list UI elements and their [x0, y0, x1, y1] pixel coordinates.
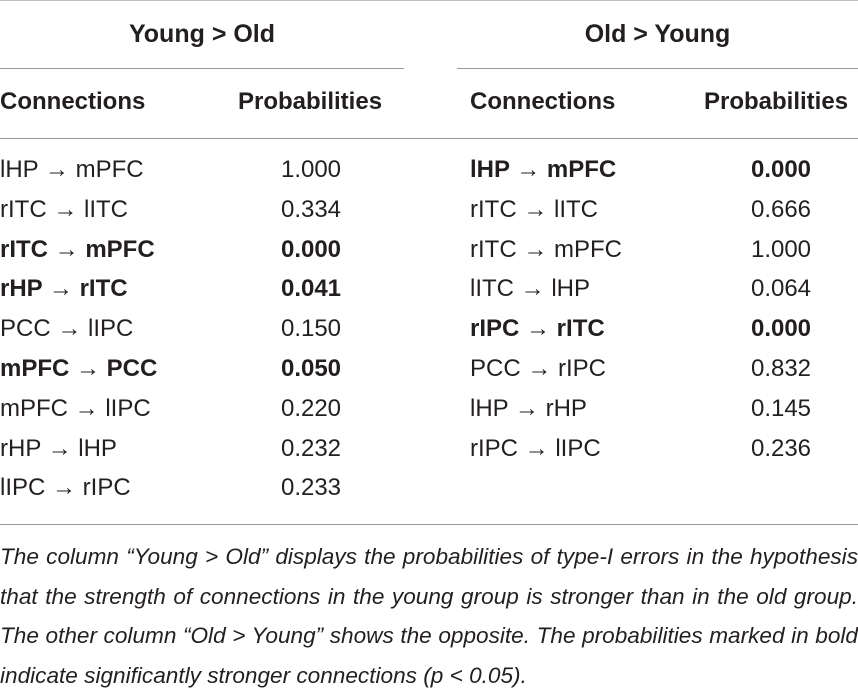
- probability-cell: 0.050: [280, 354, 342, 382]
- probability-cell: 0.233: [280, 474, 342, 502]
- connection-cell: lHP → mPFC: [0, 156, 144, 183]
- probability-cell: 0.666: [750, 195, 812, 223]
- rows-young-old: lHP → mPFC 1.000 rITC → lITC 0.334 rITC → mP…: [0, 150, 404, 508]
- connection-cell: mPFC → PCC: [0, 354, 158, 382]
- connection-cell: rITC → mPFC: [0, 235, 155, 263]
- probability-cell: 0.334: [280, 195, 342, 223]
- connection-cell: mPFC → lIPC: [0, 394, 151, 422]
- connection-cell: rITC → mPFC: [470, 235, 622, 263]
- connection-cell: lITC → lHP: [470, 275, 590, 303]
- probability-cell: 0.000: [280, 235, 342, 263]
- connection-cell: lIPC → rIPC: [0, 474, 131, 502]
- connection-cell: lHP → mPFC: [470, 156, 617, 183]
- probability-cell: 0.232: [280, 434, 342, 462]
- group-heading-young-old: Young > Old: [128, 20, 276, 48]
- connection-cell: PCC → lIPC: [0, 315, 134, 343]
- table-row: rITC → lITC 0.666: [470, 190, 858, 230]
- table-bottom-rule: [0, 524, 858, 525]
- table-row: rIPC → lIPC 0.236: [470, 429, 858, 469]
- table-top-rule: [0, 0, 858, 1]
- connection-cell: lHP → rHP: [470, 394, 587, 422]
- table-row: lIPC → rIPC 0.233: [0, 468, 404, 508]
- rows-old-young: lHP → mPFC 0.000 rITC → lITC 0.666 rITC → mP…: [470, 150, 858, 468]
- connection-cell: rITC → lITC: [470, 195, 598, 223]
- probability-cell: 0.832: [750, 354, 812, 382]
- connection-cell: rITC → lITC: [0, 195, 128, 223]
- col-header-connections-left: Connections: [0, 88, 146, 115]
- table-row: rHP → rITC 0.041: [0, 269, 404, 309]
- table-row: mPFC → lIPC 0.220: [0, 389, 404, 429]
- probability-cell: 1.000: [280, 156, 342, 183]
- probability-cell: 0.041: [280, 275, 342, 303]
- probability-cell: 0.000: [750, 315, 812, 343]
- probability-cell: 0.236: [750, 434, 812, 462]
- table-row: PCC → lIPC 0.150: [0, 309, 404, 349]
- table-row: lITC → lHP 0.064: [470, 269, 858, 309]
- connection-cell: rHP → rITC: [0, 275, 128, 303]
- table-row: mPFC → PCC 0.050: [0, 349, 404, 389]
- table-row: lHP → rHP 0.145: [470, 389, 858, 429]
- header-bottom-rule: [0, 138, 858, 139]
- probability-cell: 0.000: [750, 156, 812, 183]
- probability-cell: 1.000: [750, 235, 812, 263]
- probability-cell: 0.064: [750, 275, 812, 303]
- connection-cell: PCC → rIPC: [470, 354, 607, 382]
- table-row: rHP → lHP 0.232: [0, 429, 404, 469]
- group-rule-young-old: [0, 68, 404, 69]
- table-row: rITC → lITC 0.334: [0, 190, 404, 230]
- connection-cell: rHP → lHP: [0, 434, 117, 462]
- group-heading-old-young: Old > Young: [584, 20, 731, 48]
- table-row: PCC → rIPC 0.832: [470, 349, 858, 389]
- connection-cell: rIPC → lIPC: [470, 434, 601, 462]
- col-header-connections-right: Connections: [470, 88, 616, 115]
- probability-cell: 0.145: [750, 394, 812, 422]
- table-row: lHP → mPFC 0.000: [470, 150, 858, 190]
- col-header-probabilities-right: Probabilities: [704, 88, 849, 115]
- table-row: lHP → mPFC 1.000: [0, 150, 404, 190]
- table-caption: The column “Young > Old” displays the pr…: [0, 544, 858, 688]
- connection-cell: rIPC → rITC: [470, 315, 605, 343]
- table-row: rITC → mPFC 0.000: [0, 230, 404, 270]
- col-header-probabilities-left: Probabilities: [238, 88, 383, 115]
- group-rule-old-young: [457, 68, 858, 69]
- table-row: rITC → mPFC 1.000: [470, 230, 858, 270]
- probability-cell: 0.150: [280, 315, 342, 343]
- probability-cell: 0.220: [280, 394, 342, 422]
- table-row: rIPC → rITC 0.000: [470, 309, 858, 349]
